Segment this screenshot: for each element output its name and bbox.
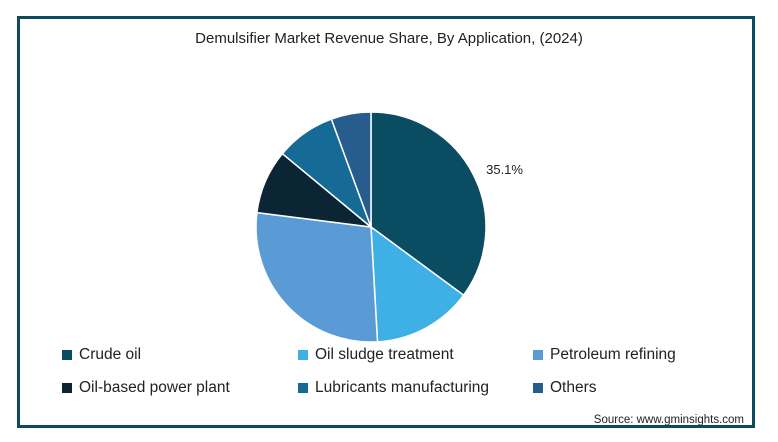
source-note: Source: www.gminsights.com bbox=[593, 414, 744, 426]
pie-slice-crude-oil bbox=[370, 111, 487, 297]
pie-slices bbox=[255, 111, 487, 343]
pie-slice-oil-sludge-treatment bbox=[370, 225, 465, 343]
chart-title: Demulsifier Market Revenue Share, By App… bbox=[195, 30, 583, 47]
pie-slice-others bbox=[330, 111, 372, 228]
pie-data-label: 35.1% bbox=[486, 162, 523, 177]
pie-labels: 35.1% bbox=[486, 162, 523, 177]
pie-slice-petroleum-refining bbox=[255, 211, 379, 343]
